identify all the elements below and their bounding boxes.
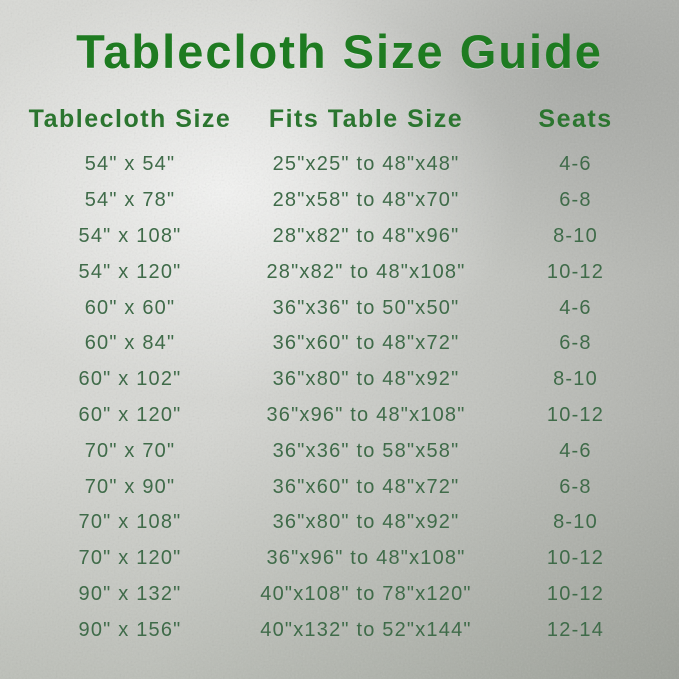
- cell-tablecloth-size: 60" x 84": [84, 332, 176, 355]
- table-row: 90" x 132" 40"x108" to 78"x120" 10-12: [0, 577, 679, 613]
- cell-tablecloth-size: 90" x 156": [78, 618, 182, 641]
- cell-fits-table-size: 36"x96" to 48"x108": [266, 547, 466, 570]
- table-row: 70" x 70" 36"x36" to 58"x58" 4-6: [0, 433, 679, 469]
- table-row: 54" x 54" 25"x25" to 48"x48" 4-6: [0, 147, 679, 183]
- cell-seats: 8-10: [553, 511, 598, 534]
- cell-tablecloth-size: 60" x 60": [84, 296, 176, 319]
- table-row: 60" x 84" 36"x60" to 48"x72" 6-8: [0, 326, 679, 362]
- cell-fits-table-size: 40"x108" to 78"x120": [260, 582, 472, 605]
- cell-tablecloth-size: 70" x 70": [84, 439, 176, 462]
- cell-seats: 4-6: [559, 153, 592, 176]
- table-row: 60" x 60" 36"x36" to 50"x50" 4-6: [0, 290, 679, 326]
- table-row: 70" x 120" 36"x96" to 48"x108" 10-12: [0, 541, 679, 577]
- cell-fits-table-size: 28"x82" to 48"x108": [266, 260, 466, 283]
- cell-fits-table-size: 36"x36" to 58"x58": [272, 439, 460, 462]
- cell-tablecloth-size: 60" x 102": [78, 368, 182, 391]
- cell-seats: 6-8: [559, 189, 592, 212]
- header-seats: Seats: [538, 105, 613, 133]
- cell-tablecloth-size: 70" x 90": [84, 475, 176, 498]
- table-row: 54" x 108" 28"x82" to 48"x96" 8-10: [0, 219, 679, 255]
- cell-tablecloth-size: 54" x 78": [84, 189, 176, 212]
- cell-seats: 10-12: [546, 547, 605, 570]
- table-row: 70" x 90" 36"x60" to 48"x72" 6-8: [0, 469, 679, 505]
- cell-fits-table-size: 36"x60" to 48"x72": [272, 475, 460, 498]
- table-row: 60" x 102" 36"x80" to 48"x92" 8-10: [0, 362, 679, 398]
- cell-seats: 6-8: [559, 475, 592, 498]
- cell-tablecloth-size: 54" x 108": [78, 224, 182, 247]
- cell-tablecloth-size: 54" x 120": [78, 260, 182, 283]
- cell-fits-table-size: 40"x132" to 52"x144": [260, 618, 472, 641]
- cell-fits-table-size: 28"x58" to 48"x70": [272, 189, 460, 212]
- table-header-row: Tablecloth Size Fits Table Size Seats: [0, 105, 679, 134]
- cell-seats: 6-8: [559, 332, 592, 355]
- cell-tablecloth-size: 60" x 120": [78, 403, 182, 426]
- cell-fits-table-size: 36"x80" to 48"x92": [272, 368, 460, 391]
- cell-seats: 10-12: [546, 582, 605, 605]
- cell-fits-table-size: 36"x96" to 48"x108": [266, 403, 466, 426]
- cell-seats: 8-10: [553, 368, 598, 391]
- cell-tablecloth-size: 70" x 120": [78, 547, 182, 570]
- cell-seats: 8-10: [553, 224, 598, 247]
- cell-fits-table-size: 25"x25" to 48"x48": [272, 153, 460, 176]
- header-tablecloth-size: Tablecloth Size: [28, 105, 232, 133]
- cell-seats: 10-12: [546, 260, 605, 283]
- cell-seats: 4-6: [559, 439, 592, 462]
- table-row: 54" x 120" 28"x82" to 48"x108" 10-12: [0, 254, 679, 290]
- cell-tablecloth-size: 70" x 108": [78, 511, 182, 534]
- header-fits-table-size: Fits Table Size: [268, 105, 464, 133]
- table-row: 54" x 78" 28"x58" to 48"x70" 6-8: [0, 183, 679, 219]
- cell-fits-table-size: 28"x82" to 48"x96": [272, 224, 460, 247]
- cell-fits-table-size: 36"x36" to 50"x50": [272, 296, 460, 319]
- cell-fits-table-size: 36"x60" to 48"x72": [272, 332, 460, 355]
- cell-seats: 10-12: [546, 403, 605, 426]
- cell-fits-table-size: 36"x80" to 48"x92": [272, 511, 460, 534]
- cell-tablecloth-size: 54" x 54": [84, 153, 176, 176]
- cell-seats: 4-6: [559, 296, 592, 319]
- table-body: 54" x 54" 25"x25" to 48"x48" 4-6 54" x 7…: [0, 147, 679, 648]
- page-title: Tablecloth Size Guide: [76, 25, 603, 78]
- table-row: 90" x 156" 40"x132" to 52"x144" 12-14: [0, 612, 679, 648]
- table-row: 70" x 108" 36"x80" to 48"x92" 8-10: [0, 505, 679, 541]
- cell-tablecloth-size: 90" x 132": [78, 582, 182, 605]
- cell-seats: 12-14: [546, 618, 605, 641]
- table-row: 60" x 120" 36"x96" to 48"x108" 10-12: [0, 398, 679, 434]
